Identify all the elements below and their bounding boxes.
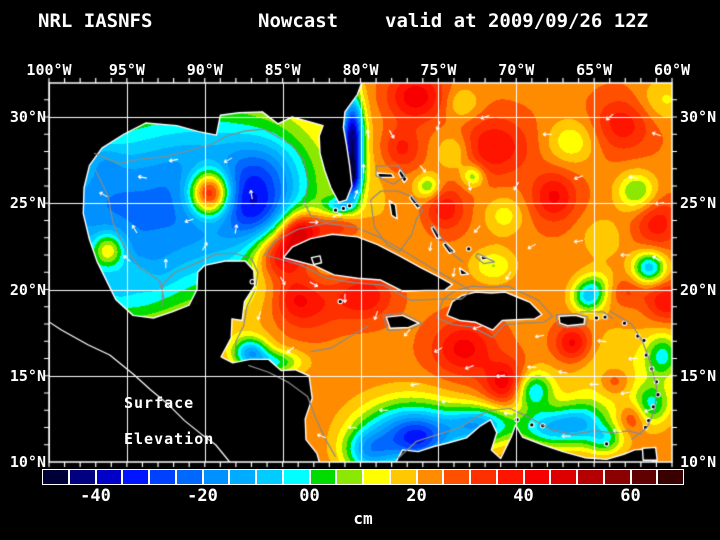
lon-label-100: 100°W (26, 61, 72, 79)
colorbar-cell-20 (578, 470, 603, 484)
lon-label-85: 85°W (264, 61, 301, 79)
lon-label-75: 75°W (420, 61, 457, 79)
colorbar-cell-7 (230, 470, 255, 484)
lon-label-65: 65°W (576, 61, 613, 79)
colorbar-cell-8 (257, 470, 282, 484)
colorbar-cell-11 (337, 470, 362, 484)
product-type: Nowcast (258, 10, 339, 32)
colorbar-cell-15 (444, 470, 469, 484)
colorbar (42, 469, 684, 485)
colorbar-cell-6 (203, 470, 229, 484)
colorbar-cell-3 (123, 470, 148, 484)
colorbar-cell-13 (390, 470, 416, 484)
lat-label-left-20: 20°N (9, 280, 46, 299)
colorbar-cell-18 (524, 470, 550, 484)
colorbar-cell-5 (176, 470, 202, 484)
colorbar-label--40: -40 (80, 486, 111, 506)
lon-label-80: 80°W (342, 61, 379, 79)
lat-label-right-30: 30°N (680, 108, 717, 126)
colorbar-cell-19 (551, 470, 576, 484)
colorbar-cell-21 (604, 470, 630, 484)
colorbar-cell-4 (150, 470, 175, 484)
annotation-surface: Surface (124, 394, 195, 412)
colorbar-cell-14 (417, 470, 443, 484)
colorbar-cell-1 (69, 470, 95, 484)
colorbar-label-00: 00 (299, 486, 320, 506)
lat-label-right-20: 20°N (680, 280, 717, 299)
colorbar-cell-9 (283, 470, 309, 484)
lat-label-right-10: 10°N (680, 453, 717, 471)
lat-label-left-25: 25°N (9, 194, 46, 213)
colorbar-unit: cm (353, 509, 373, 528)
colorbar-label-60: 60 (620, 486, 641, 506)
colorbar-label-40: 40 (513, 486, 534, 506)
colorbar-cell-2 (96, 470, 122, 484)
colorbar-label-20: 20 (406, 486, 427, 506)
lon-label-70: 70°W (498, 61, 535, 79)
lat-label-left-30: 30°N (9, 108, 46, 126)
lat-label-right-15: 15°N (680, 366, 717, 385)
colorbar-cell-16 (471, 470, 496, 484)
lat-label-left-15: 15°N (9, 366, 46, 385)
colorbar-cell-12 (364, 470, 389, 484)
lat-label-right-25: 25°N (680, 194, 717, 213)
lon-label-95: 95°W (108, 61, 145, 79)
model-name: NRL IASNFS (38, 10, 153, 32)
lon-label-60: 60°W (653, 61, 691, 79)
colorbar-label--20: -20 (187, 486, 218, 506)
colorbar-cell-17 (497, 470, 523, 484)
annotation-elevation: Elevation (124, 430, 215, 448)
colorbar-cell-0 (43, 470, 68, 484)
colorbar-cell-22 (631, 470, 657, 484)
valid-time: valid at 2009/09/26 12Z (385, 10, 649, 32)
lat-label-left-10: 10°N (9, 453, 46, 471)
colorbar-cell-23 (658, 470, 683, 484)
colorbar-cell-10 (310, 470, 336, 484)
lon-label-90: 90°W (186, 61, 223, 79)
